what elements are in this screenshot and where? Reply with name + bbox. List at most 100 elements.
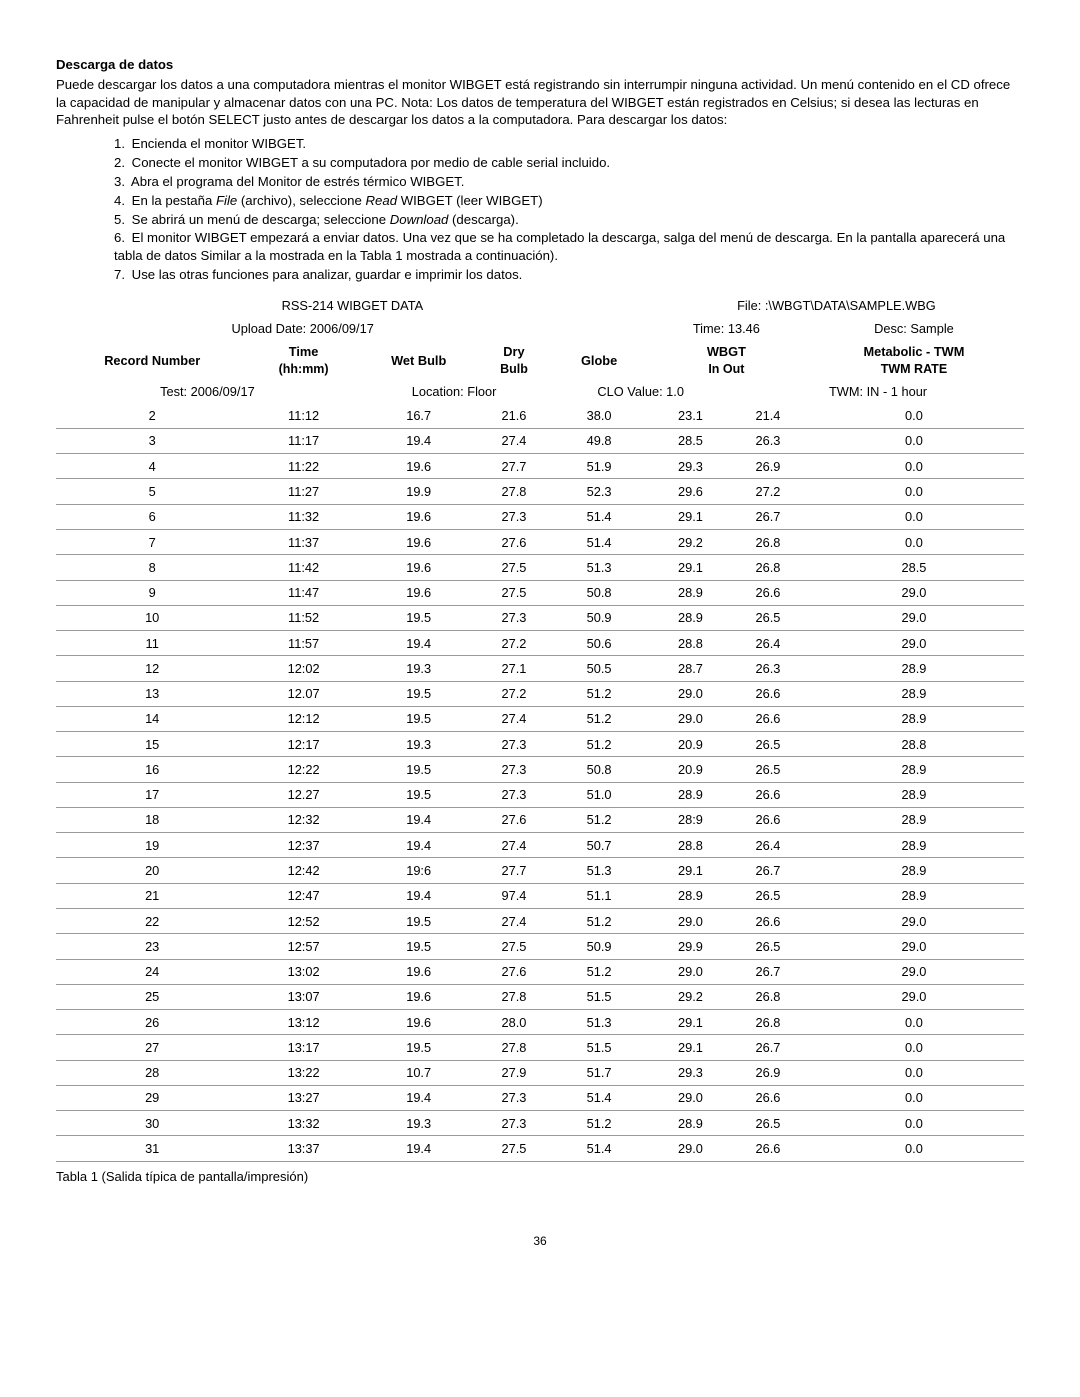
cell: 14 [56, 706, 248, 731]
cell: 51.2 [549, 807, 648, 832]
cell: 12:22 [248, 757, 358, 782]
cell: 27.3 [479, 782, 550, 807]
table-caption: Tabla 1 (Salida típica de pantalla/impre… [56, 1168, 1024, 1186]
cell: 19.5 [359, 1035, 479, 1060]
cell: 19.4 [359, 883, 479, 908]
cell: 29.0 [649, 1136, 732, 1161]
cell: 51.4 [549, 1085, 648, 1110]
cell: 28.8 [804, 732, 1024, 757]
col-time: Time(hh:mm) [248, 340, 358, 380]
table-row: 1111:5719.427.250.628.826.429.0 [56, 631, 1024, 656]
cell: 51.2 [549, 732, 648, 757]
cell: 51.2 [549, 681, 648, 706]
cell: 28.9 [804, 757, 1024, 782]
cell: 26.6 [732, 807, 804, 832]
table-file: File: :\WBGT\DATA\SAMPLE.WBG [649, 294, 1024, 317]
cell: 0.0 [804, 404, 1024, 429]
test-twm: TWM: IN - 1 hour [732, 380, 1024, 403]
cell: 23.1 [649, 404, 732, 429]
cell: 26.3 [732, 428, 804, 453]
cell: 26.7 [732, 858, 804, 883]
time-val: Time: 13.46 [649, 317, 804, 340]
cell: 19 [56, 833, 248, 858]
cell: 31 [56, 1136, 248, 1161]
cell: 27.6 [479, 959, 550, 984]
cell: 28.9 [804, 858, 1024, 883]
cell: 26.5 [732, 732, 804, 757]
cell: 26.8 [732, 530, 804, 555]
cell: 19.6 [359, 504, 479, 529]
cell: 27.5 [479, 555, 550, 580]
cell: 28.9 [804, 706, 1024, 731]
cell: 26.9 [732, 1060, 804, 1085]
test-loc: Location: Floor [359, 380, 550, 403]
cell: 27.1 [479, 656, 550, 681]
cell: 26.7 [732, 959, 804, 984]
cell: 29.0 [804, 909, 1024, 934]
cell: 19.6 [359, 530, 479, 555]
cell: 29.3 [649, 454, 732, 479]
intro-text: Puede descargar los datos a una computad… [56, 76, 1024, 129]
cell: 12:32 [248, 807, 358, 832]
cell: 20.9 [649, 757, 732, 782]
step-item: 3. Abra el programa del Monitor de estré… [104, 173, 1024, 191]
cell: 51.5 [549, 984, 648, 1009]
step-item: 1. Encienda el monitor WIBGET. [104, 135, 1024, 153]
cell: 0.0 [804, 1111, 1024, 1136]
cell: 19.9 [359, 479, 479, 504]
cell: 27.3 [479, 732, 550, 757]
cell: 51.4 [549, 1136, 648, 1161]
cell: 29.0 [804, 959, 1024, 984]
col-met: Metabolic - TWMTWM RATE [804, 340, 1024, 380]
cell: 19.6 [359, 555, 479, 580]
cell: 11:52 [248, 605, 358, 630]
cell: 51.2 [549, 909, 648, 934]
cell: 19.6 [359, 959, 479, 984]
cell: 29.0 [649, 706, 732, 731]
cell: 0.0 [804, 1035, 1024, 1060]
cell: 27.8 [479, 1035, 550, 1060]
cell: 0.0 [804, 479, 1024, 504]
cell: 7 [56, 530, 248, 555]
cell: 13 [56, 681, 248, 706]
cell: 26.6 [732, 580, 804, 605]
cell: 26.4 [732, 631, 804, 656]
cell: 11:37 [248, 530, 358, 555]
cell: 26.6 [732, 1085, 804, 1110]
cell: 29.9 [649, 934, 732, 959]
table-row: 1212:0219.327.150.528.726.328.9 [56, 656, 1024, 681]
cell: 28.9 [649, 580, 732, 605]
cell: 12.27 [248, 782, 358, 807]
cell: 27.3 [479, 1111, 550, 1136]
cell: 15 [56, 732, 248, 757]
cell: 29.1 [649, 1035, 732, 1060]
cell: 12:37 [248, 833, 358, 858]
cell: 21.4 [732, 404, 804, 429]
cell: 11:27 [248, 479, 358, 504]
cell: 38.0 [549, 404, 648, 429]
cell: 26.4 [732, 833, 804, 858]
cell: 29.0 [804, 984, 1024, 1009]
cell: 29.1 [649, 555, 732, 580]
cell: 28.9 [804, 656, 1024, 681]
cell: 3 [56, 428, 248, 453]
cell: 5 [56, 479, 248, 504]
data-rows: 211:1216.721.638.023.121.40.0311:1719.42… [56, 404, 1024, 1161]
cell: 8 [56, 555, 248, 580]
cell: 27.3 [479, 757, 550, 782]
cell: 27.8 [479, 479, 550, 504]
cell: 12:12 [248, 706, 358, 731]
table-row: 811:4219.627.551.329.126.828.5 [56, 555, 1024, 580]
cell: 50.6 [549, 631, 648, 656]
cell: 29.0 [649, 909, 732, 934]
cell: 30 [56, 1111, 248, 1136]
cell: 19.5 [359, 909, 479, 934]
cell: 16 [56, 757, 248, 782]
cell: 11:47 [248, 580, 358, 605]
cell: 51.2 [549, 1111, 648, 1136]
page-number: 36 [56, 1233, 1024, 1249]
cell: 26.5 [732, 757, 804, 782]
cell: 51.7 [549, 1060, 648, 1085]
cell: 29.0 [649, 959, 732, 984]
upload-date: Upload Date: 2006/09/17 [56, 317, 549, 340]
